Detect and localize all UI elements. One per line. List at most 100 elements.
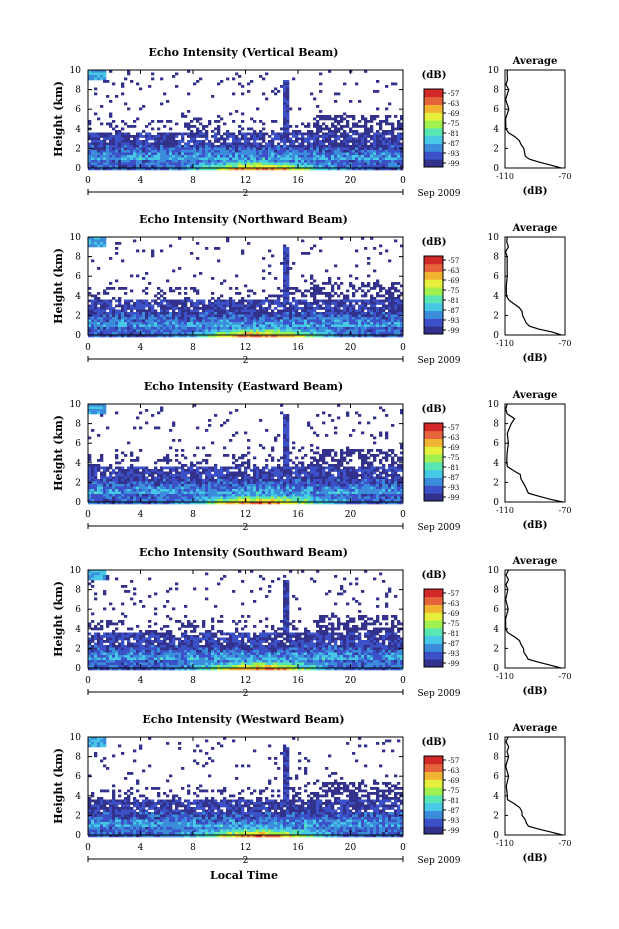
y-tick-label: 6 xyxy=(75,772,81,782)
day-marker: 2 xyxy=(243,356,249,366)
profile-y-tick-label: 6 xyxy=(493,439,499,449)
x-tick-label: 4 xyxy=(138,343,144,353)
y-tick-label: 2 xyxy=(75,478,81,488)
colorbar-segment xyxy=(424,295,443,304)
colorbar-segment xyxy=(424,89,443,98)
colorbar-tick-label: -57 xyxy=(448,424,459,432)
colorbar-segment xyxy=(424,271,443,280)
x-tick-label: 4 xyxy=(138,176,144,186)
colorbar: -57 -63 -69 -75 -81 -87 -93 -99 xyxy=(423,755,459,835)
colorbar-segment xyxy=(424,263,443,272)
colorbar-tick-label: -81 xyxy=(448,797,459,805)
profile-frame xyxy=(504,403,566,503)
x-tick-label: 12 xyxy=(240,843,251,853)
profile-y-tick-label: 8 xyxy=(493,86,499,96)
profile-x-label: (dB) xyxy=(523,853,548,864)
profile-y-tick-label: 6 xyxy=(493,605,499,615)
month-label: Sep 2009 xyxy=(417,856,460,866)
profile-y-tick-label: 8 xyxy=(493,253,499,263)
chart-title: Echo Intensity (Northward Beam) xyxy=(139,213,348,226)
colorbar-tick-label: -63 xyxy=(448,267,459,275)
profile-y-tick-label: 4 xyxy=(493,292,499,302)
colorbar-segment xyxy=(424,143,443,152)
x-tick-label: 8 xyxy=(190,176,196,186)
colorbar-label: (dB) xyxy=(422,737,447,748)
profile-y-tick-label: 10 xyxy=(488,233,500,243)
y-tick-label: 4 xyxy=(75,292,81,302)
x-tick-label: 0 xyxy=(400,843,406,853)
profile-x-tick-label: -110 xyxy=(496,839,514,848)
y-tick-label: 10 xyxy=(70,66,82,76)
profile-title: Average xyxy=(512,56,558,67)
x-tick-label: 8 xyxy=(190,343,196,353)
colorbar-tick-label: -93 xyxy=(448,650,459,658)
profile-x-tick-label: -110 xyxy=(496,339,514,348)
colorbar-segment xyxy=(424,635,443,644)
colorbar-segment xyxy=(424,423,443,432)
profile-y-tick-label: 0 xyxy=(493,164,499,174)
profile-y-tick-label: 0 xyxy=(493,831,499,841)
chart-title: Echo Intensity (Vertical Beam) xyxy=(148,46,338,59)
profile-y-tick-label: 10 xyxy=(488,566,500,576)
average-profile: Average 0 2 4 6 8 10 -110 -70 (dB) xyxy=(488,556,572,697)
colorbar-segment xyxy=(424,763,443,772)
colorbar-tick-label: -57 xyxy=(448,90,459,98)
y-tick-label: 10 xyxy=(70,566,82,576)
colorbar: -57 -63 -69 -75 -81 -87 -93 -99 xyxy=(423,88,459,168)
colorbar-tick-label: -63 xyxy=(448,600,459,608)
profile-x-tick-label: -110 xyxy=(496,506,514,515)
profile-title: Average xyxy=(512,390,558,401)
profile-line xyxy=(505,403,563,503)
colorbar-tick-label: -87 xyxy=(448,474,459,482)
colorbar-tick-label: -81 xyxy=(448,297,459,305)
colorbar-tick-label: -99 xyxy=(448,827,459,835)
x-tick-label: 4 xyxy=(138,510,144,520)
x-tick-label: 20 xyxy=(345,843,357,853)
profile-y-tick-label: 8 xyxy=(493,420,499,430)
colorbar-tick-label: -93 xyxy=(448,484,459,492)
colorbar-segment xyxy=(424,612,443,621)
colorbar-tick-label: -63 xyxy=(448,100,459,108)
colorbar-segment xyxy=(424,302,443,311)
profile-y-tick-label: 2 xyxy=(493,311,499,321)
colorbar-tick-label: -81 xyxy=(448,630,459,638)
profile-x-label: (dB) xyxy=(523,686,548,697)
colorbar-segment xyxy=(424,596,443,605)
profile-x-tick-label: -70 xyxy=(559,339,572,348)
x-tick-label: 16 xyxy=(292,510,304,520)
profile-line xyxy=(505,736,563,836)
profile-frame xyxy=(504,236,566,336)
colorbar-label: (dB) xyxy=(422,237,447,248)
colorbar-tick-label: -99 xyxy=(448,494,459,502)
colorbar-segment xyxy=(424,589,443,598)
x-tick-label: 0 xyxy=(85,510,91,520)
colorbar-tick-label: -75 xyxy=(448,120,459,128)
colorbar-tick-label: -75 xyxy=(448,287,459,295)
colorbar-segment xyxy=(424,151,443,160)
y-tick-label: 6 xyxy=(75,605,81,615)
colorbar-tick-label: -87 xyxy=(448,640,459,648)
x-tick-label: 0 xyxy=(400,676,406,686)
colorbar-segment xyxy=(424,493,443,502)
panel-4: Echo Intensity (Southward Beam) 0 2 4 6 8 10 He… xyxy=(52,546,571,699)
colorbar-frame xyxy=(423,755,444,835)
profile-title: Average xyxy=(512,223,558,234)
heatmap-cells xyxy=(88,70,404,171)
x-tick-label: 4 xyxy=(138,676,144,686)
colorbar-segment xyxy=(424,128,443,137)
profile-y-tick-label: 4 xyxy=(493,625,499,635)
profile-x-tick-label: -70 xyxy=(559,172,572,181)
average-profile: Average 0 2 4 6 8 10 -110 -70 (dB) xyxy=(488,56,572,197)
colorbar-segment xyxy=(424,795,443,804)
colorbar-segment xyxy=(424,620,443,629)
colorbar-tick-label: -69 xyxy=(448,277,459,285)
y-tick-label: 0 xyxy=(75,164,81,174)
y-tick-label: 8 xyxy=(75,86,81,96)
colorbar-tick-label: -69 xyxy=(448,110,459,118)
colorbar-tick-label: -75 xyxy=(448,620,459,628)
profile-frame xyxy=(504,736,566,836)
profile-line xyxy=(504,69,562,169)
y-axis-label: Height (km) xyxy=(52,415,65,491)
x-tick-label: 20 xyxy=(345,176,357,186)
colorbar-segment xyxy=(424,438,443,447)
